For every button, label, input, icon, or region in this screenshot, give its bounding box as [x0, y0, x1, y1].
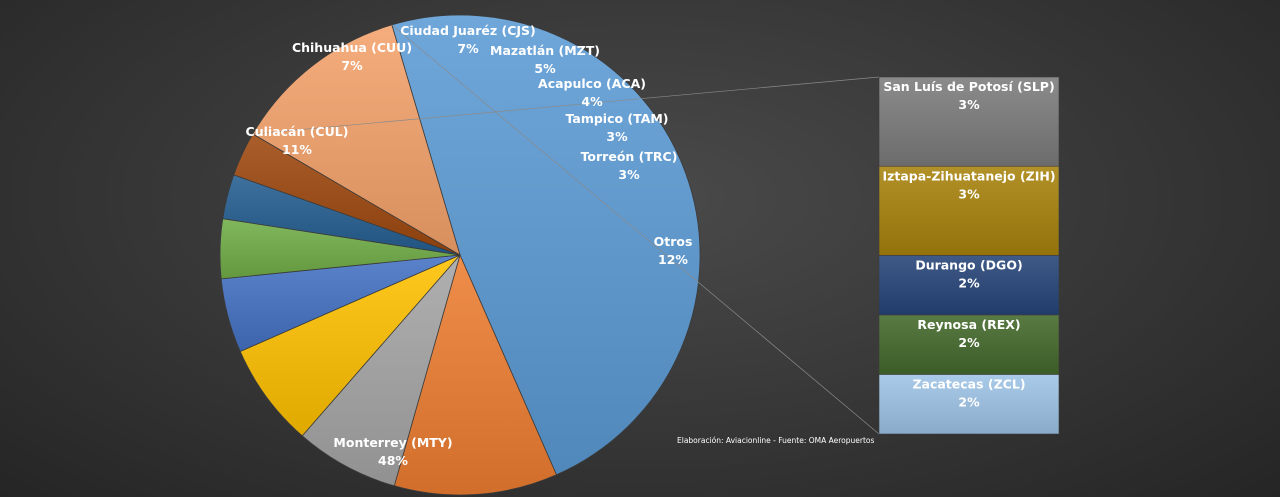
pie-slice-culiacan-cul: [393, 253, 557, 496]
bar-segment-durango-dgo: [878, 255, 1060, 316]
pie-slice-ciudad-juarez-cjs: [239, 254, 461, 437]
pie-slices: [219, 14, 701, 496]
data-label-tampico-tam: Tampico (TAM) 3%: [565, 111, 668, 144]
data-label-durango-dgo: Durango (DGO) 2%: [915, 258, 1022, 291]
bar-segment-iztapa-zihuatanejo-zih: [878, 165, 1060, 256]
data-label-acapulco-aca: Acapulco (ACA) 4%: [538, 76, 646, 109]
data-label-ciudad-juarez-cjs: Ciudad Juaréz (CJS) 7%: [400, 23, 536, 56]
pie-slice-otros: [252, 24, 461, 256]
data-label-culiacan-cul: Culiacán (CUL) 11%: [246, 124, 349, 157]
data-label-zacatecas-zcl: Zacatecas (ZCL) 2%: [912, 377, 1025, 410]
data-label-san-luis-de-potosi-slp: San Luís de Potosí (SLP) 3%: [883, 79, 1054, 112]
data-label-otros: Otros 12%: [654, 234, 693, 267]
pie-slice-chihuahua-cuu: [301, 254, 461, 487]
connector-line-top: [252, 76, 880, 135]
bar-segment-san-luis-de-potosi-slp: [878, 76, 1060, 167]
data-label-mazatlan-mzt: Mazatlán (MZT) 5%: [490, 43, 600, 76]
source-note: Elaboración: Aviacionline - Fuente: OMA …: [677, 436, 875, 445]
data-label-torreon-trc: Torreón (TRC) 3%: [581, 149, 678, 182]
breakdown-bar: [878, 76, 1060, 435]
data-label-reynosa-rex: Reynosa (REX) 2%: [917, 317, 1020, 350]
data-label-chihuahua-cuu: Chihuahua (CUU) 7%: [292, 40, 412, 73]
bar-segment-zacatecas-zcl: [878, 374, 1060, 435]
connector-line-bottom: [391, 24, 880, 435]
connector-lines: [252, 24, 880, 435]
data-labels: Monterrey (MTY) 48% Culiacán (CUL) 11% Chihu…: [246, 23, 1056, 468]
pie-slice-monterrey-mty: [391, 14, 701, 476]
bar-segment-reynosa-rex: [878, 314, 1060, 375]
data-label-monterrey-mty: Monterrey (MTY) 48%: [333, 435, 452, 468]
data-label-iztapa-zihuatanejo-zih: Iztapa-Zihuatanejo (ZIH) 3%: [882, 168, 1055, 201]
